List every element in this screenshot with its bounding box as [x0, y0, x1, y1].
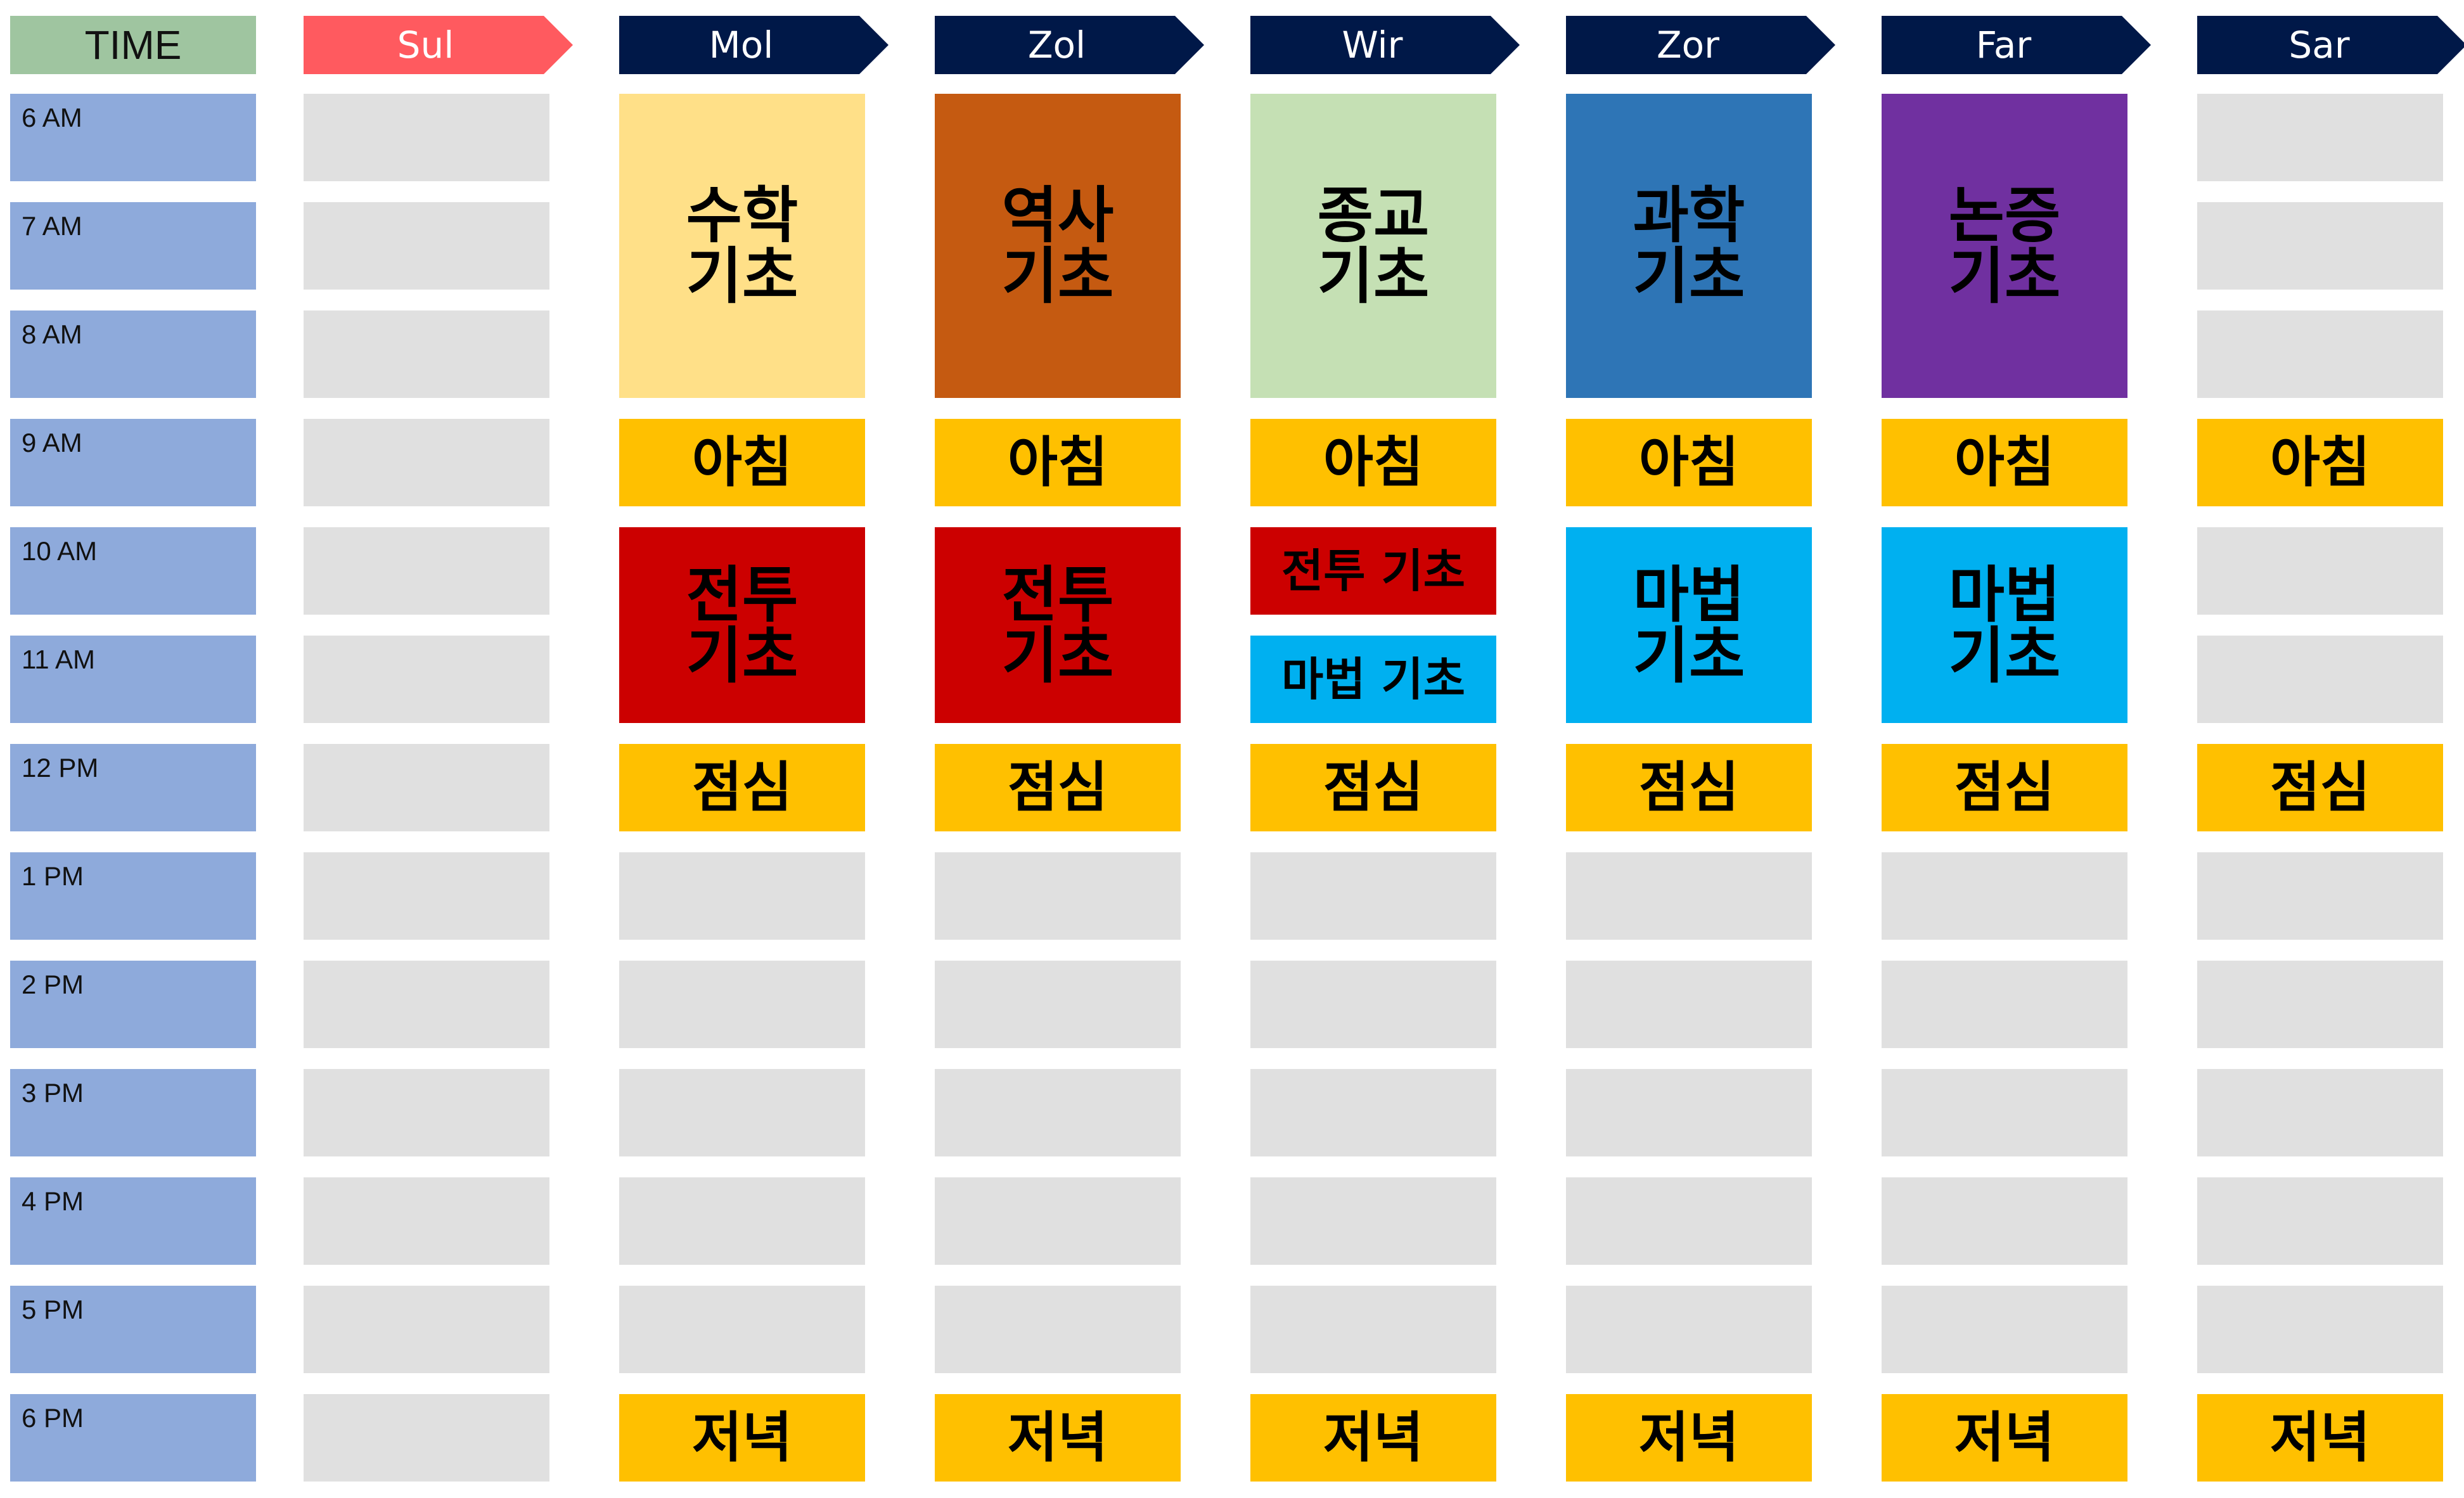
empty-slot[interactable] — [2197, 94, 2443, 181]
empty-slot[interactable] — [2197, 1286, 2443, 1373]
day-header-wir: Wir — [1250, 16, 1520, 74]
time-label: 11 AM — [10, 636, 256, 723]
schedule-block[interactable]: 아침 — [1566, 419, 1812, 506]
empty-slot[interactable] — [304, 636, 549, 723]
time-label: 4 PM — [10, 1177, 256, 1265]
empty-slot[interactable] — [2197, 961, 2443, 1048]
day-header-zor: Zor — [1566, 16, 1835, 74]
empty-slot[interactable] — [1882, 961, 2127, 1048]
schedule-block[interactable]: 아침 — [1882, 419, 2127, 506]
time-label: 3 PM — [10, 1069, 256, 1156]
schedule-block[interactable]: 아침 — [1250, 419, 1496, 506]
time-label: 2 PM — [10, 961, 256, 1048]
empty-slot[interactable] — [2197, 202, 2443, 290]
empty-slot[interactable] — [2197, 1069, 2443, 1156]
schedule-block[interactable]: 아침 — [619, 419, 865, 506]
empty-slot[interactable] — [304, 1394, 549, 1482]
empty-slot[interactable] — [2197, 1177, 2443, 1265]
schedule-block[interactable]: 저녁 — [2197, 1394, 2443, 1482]
empty-slot[interactable] — [1566, 1069, 1812, 1156]
empty-slot[interactable] — [1882, 1069, 2127, 1156]
empty-slot[interactable] — [1250, 1069, 1496, 1156]
empty-slot[interactable] — [619, 852, 865, 940]
day-header-mol: Mol — [619, 16, 889, 74]
schedule-block[interactable]: 전투 기초 — [619, 527, 865, 723]
schedule-block[interactable]: 점심 — [2197, 744, 2443, 831]
time-label: 12 PM — [10, 744, 256, 831]
schedule-block[interactable]: 저녁 — [619, 1394, 865, 1482]
time-label: 6 PM — [10, 1394, 256, 1482]
schedule-block[interactable]: 점심 — [935, 744, 1181, 831]
schedule-block[interactable]: 논증 기초 — [1882, 94, 2127, 398]
schedule-block[interactable]: 저녁 — [935, 1394, 1181, 1482]
empty-slot[interactable] — [935, 961, 1181, 1048]
empty-slot[interactable] — [619, 1286, 865, 1373]
time-label: 9 AM — [10, 419, 256, 506]
schedule-block[interactable]: 점심 — [619, 744, 865, 831]
schedule-block[interactable]: 종교 기초 — [1250, 94, 1496, 398]
schedule-block[interactable]: 전투 기초 — [935, 527, 1181, 723]
day-header-zol: Zol — [935, 16, 1204, 74]
schedule-block[interactable]: 마법 기초 — [1882, 527, 2127, 723]
time-label: 6 AM — [10, 94, 256, 181]
schedule-block[interactable]: 저녁 — [1566, 1394, 1812, 1482]
day-header-sul: Sul — [304, 16, 573, 74]
empty-slot[interactable] — [619, 961, 865, 1048]
empty-slot[interactable] — [1250, 961, 1496, 1048]
empty-slot[interactable] — [619, 1177, 865, 1265]
schedule-block[interactable]: 전투 기초 — [1250, 527, 1496, 615]
empty-slot[interactable] — [304, 94, 549, 181]
empty-slot[interactable] — [304, 1177, 549, 1265]
time-column-header: TIME — [10, 16, 256, 74]
schedule-block[interactable]: 저녁 — [1882, 1394, 2127, 1482]
schedule-block[interactable]: 역사 기초 — [935, 94, 1181, 398]
schedule-block[interactable]: 과학 기초 — [1566, 94, 1812, 398]
empty-slot[interactable] — [2197, 310, 2443, 398]
empty-slot[interactable] — [1882, 1286, 2127, 1373]
empty-slot[interactable] — [935, 1286, 1181, 1373]
schedule-block[interactable]: 점심 — [1882, 744, 2127, 831]
empty-slot[interactable] — [1566, 1177, 1812, 1265]
empty-slot[interactable] — [1250, 1177, 1496, 1265]
empty-slot[interactable] — [304, 852, 549, 940]
schedule-block[interactable]: 마법 기초 — [1250, 636, 1496, 723]
time-label: 1 PM — [10, 852, 256, 940]
empty-slot[interactable] — [935, 852, 1181, 940]
empty-slot[interactable] — [2197, 852, 2443, 940]
day-header-sar: Sar — [2197, 16, 2464, 74]
empty-slot[interactable] — [1250, 852, 1496, 940]
empty-slot[interactable] — [304, 744, 549, 831]
empty-slot[interactable] — [2197, 527, 2443, 615]
schedule-block[interactable]: 수학 기초 — [619, 94, 865, 398]
empty-slot[interactable] — [304, 1069, 549, 1156]
schedule-block[interactable]: 아침 — [2197, 419, 2443, 506]
time-label: 10 AM — [10, 527, 256, 615]
empty-slot[interactable] — [304, 419, 549, 506]
empty-slot[interactable] — [304, 202, 549, 290]
empty-slot[interactable] — [304, 310, 549, 398]
empty-slot[interactable] — [1566, 1286, 1812, 1373]
time-label: 5 PM — [10, 1286, 256, 1373]
empty-slot[interactable] — [619, 1069, 865, 1156]
empty-slot[interactable] — [935, 1177, 1181, 1265]
time-label: 7 AM — [10, 202, 256, 290]
empty-slot[interactable] — [304, 527, 549, 615]
empty-slot[interactable] — [1882, 852, 2127, 940]
day-header-far: Far — [1882, 16, 2151, 74]
schedule-block[interactable]: 저녁 — [1250, 1394, 1496, 1482]
schedule-block[interactable]: 점심 — [1250, 744, 1496, 831]
empty-slot[interactable] — [1250, 1286, 1496, 1373]
empty-slot[interactable] — [1566, 852, 1812, 940]
empty-slot[interactable] — [1882, 1177, 2127, 1265]
empty-slot[interactable] — [935, 1069, 1181, 1156]
empty-slot[interactable] — [304, 1286, 549, 1373]
schedule-block[interactable]: 마법 기초 — [1566, 527, 1812, 723]
empty-slot[interactable] — [1566, 961, 1812, 1048]
schedule-block[interactable]: 점심 — [1566, 744, 1812, 831]
empty-slot[interactable] — [304, 961, 549, 1048]
time-label: 8 AM — [10, 310, 256, 398]
schedule-block[interactable]: 아침 — [935, 419, 1181, 506]
empty-slot[interactable] — [2197, 636, 2443, 723]
